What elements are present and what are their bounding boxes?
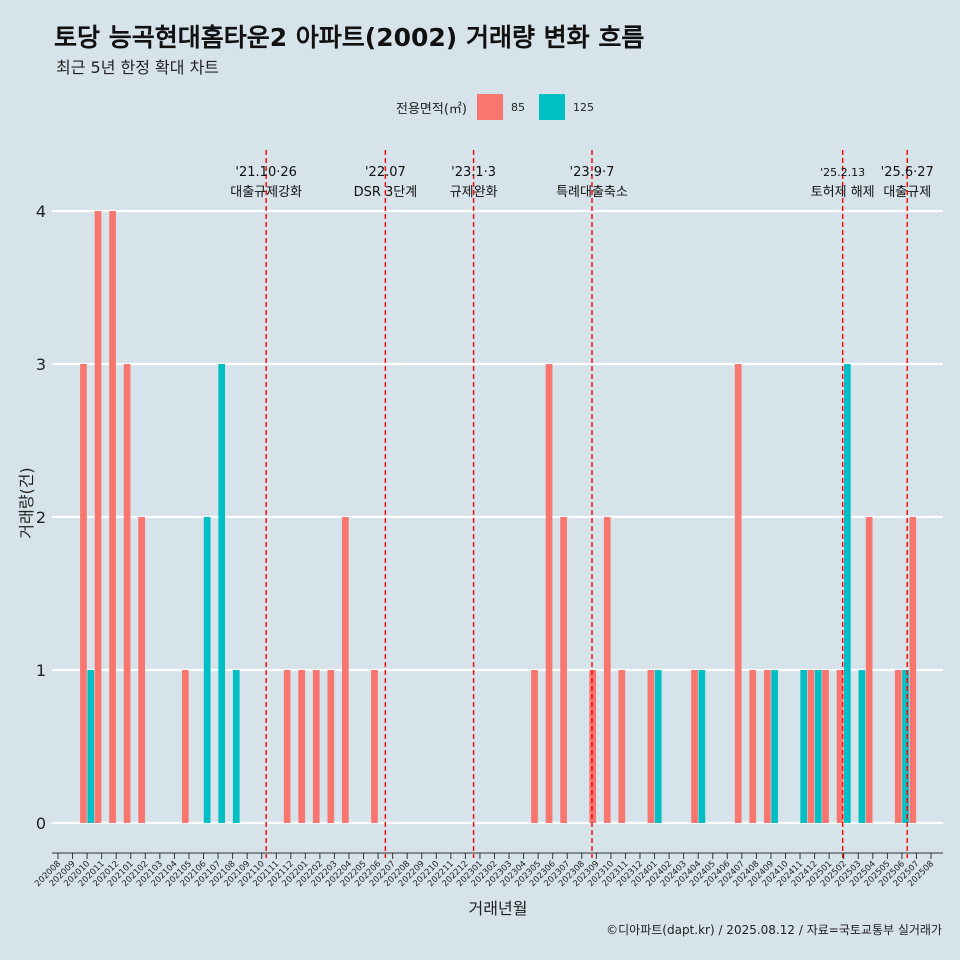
gridlines: [52, 209, 943, 825]
legend-label-125: 125: [572, 100, 594, 114]
y-tick-label-0: 0: [36, 814, 46, 833]
y-axis-label: 거래량(건): [17, 467, 36, 538]
bar-85-202311: [618, 670, 626, 823]
x-axis: 2020082020092020102020112020122021012021…: [33, 852, 943, 889]
bar-85-202011: [94, 211, 102, 823]
bar-125-202106: [203, 517, 211, 823]
annotation-date-0: '21.10·26: [235, 165, 296, 180]
bar-85-202305: [531, 670, 538, 823]
y-axis: 0 1 2 3 4: [36, 202, 46, 833]
bar-85-202409: [763, 670, 771, 823]
legend-label-85: 85: [510, 100, 525, 114]
bar-85-202203: [327, 670, 335, 823]
bar-85-202506: [894, 670, 902, 823]
bar-85-202206: [371, 670, 378, 823]
bar-85-202507: [909, 517, 917, 823]
bar-85-202404: [691, 670, 698, 823]
bar-85-202102: [138, 517, 145, 823]
bar-85-202307: [560, 517, 567, 823]
bar-85-202112: [283, 670, 291, 823]
bar-85-202401: [647, 670, 655, 823]
annotation-label-2: 규제완화: [450, 185, 498, 200]
annotation-label-0: 대출규제강화: [230, 185, 302, 200]
bar-125-202401: [654, 670, 662, 823]
annotation-label-5: 대출규제: [883, 185, 931, 200]
legend-title: 전용면적(㎡): [396, 101, 467, 117]
x-axis-label: 거래년월: [469, 899, 528, 918]
annotation-lines: [265, 150, 908, 858]
annotation-label-3: 특례대출축소: [556, 185, 628, 200]
bar-85-202408: [749, 670, 757, 823]
bar-85-202105: [181, 670, 189, 823]
bar-85-202306: [545, 364, 553, 823]
bar-125-202506: [902, 670, 909, 823]
chart-title: 토당 능곡현대홈타운2 아파트(2002) 거래량 변화 흐름: [54, 23, 645, 52]
bar-85-202407: [734, 364, 742, 823]
bar-85-202501: [822, 670, 829, 823]
legend-swatch-85: [476, 94, 503, 120]
bar-85-202101: [123, 364, 131, 823]
legend: 전용면적(㎡) 85 125: [396, 94, 608, 120]
bar-85-202412: [807, 670, 815, 823]
bar-85-202201: [298, 670, 306, 823]
bar-125-202108: [232, 670, 240, 823]
annotation-date-5: '25.6·27: [881, 165, 934, 180]
bar-85-202310: [603, 517, 611, 823]
annotation-date-3: '23.9·7: [570, 165, 615, 180]
source-caption: ©디아파트(dapt.kr) / 2025.08.12 / 자료=국토교통부 실…: [606, 923, 942, 937]
legend-swatch-125: [538, 94, 565, 120]
annotation-label-4: 토허제 해제: [811, 185, 875, 200]
bar-125-202404: [698, 670, 706, 823]
bar-125-202412: [814, 670, 822, 823]
chart-subtitle: 최근 5년 한정 확대 차트: [56, 58, 220, 77]
annotation-date-4: '25.2.13: [820, 166, 865, 179]
y-tick-label-1: 1: [36, 661, 46, 680]
bar-85-202010: [80, 364, 87, 823]
bar-85-202202: [312, 670, 320, 823]
annotation-label-1: DSR 3단계: [354, 185, 418, 200]
bar-125-202107: [218, 364, 226, 823]
y-tick-label-3: 3: [36, 355, 46, 374]
bar-85-202504: [865, 517, 873, 823]
bar-125-202502: [844, 364, 851, 823]
y-tick-label-2: 2: [36, 508, 46, 527]
annotation-date-1: '22.07: [365, 165, 406, 180]
bars: [80, 211, 917, 823]
bar-125-202409: [771, 670, 778, 823]
y-tick-label-4: 4: [36, 202, 46, 221]
bar-85-202204: [342, 517, 349, 823]
bar-125-202010: [87, 670, 95, 823]
bar-85-202012: [109, 211, 116, 823]
bar-125-202411: [800, 670, 808, 823]
annotation-labels: '21.10·26 대출규제강화 '22.07 DSR 3단계 '23.1·3 규제완화 '…: [230, 165, 934, 200]
bar-85-202309: [589, 670, 597, 823]
annotation-date-2: '23.1·3: [451, 165, 496, 180]
bar-85-202502: [836, 670, 844, 823]
bar-125-202503: [858, 670, 866, 823]
